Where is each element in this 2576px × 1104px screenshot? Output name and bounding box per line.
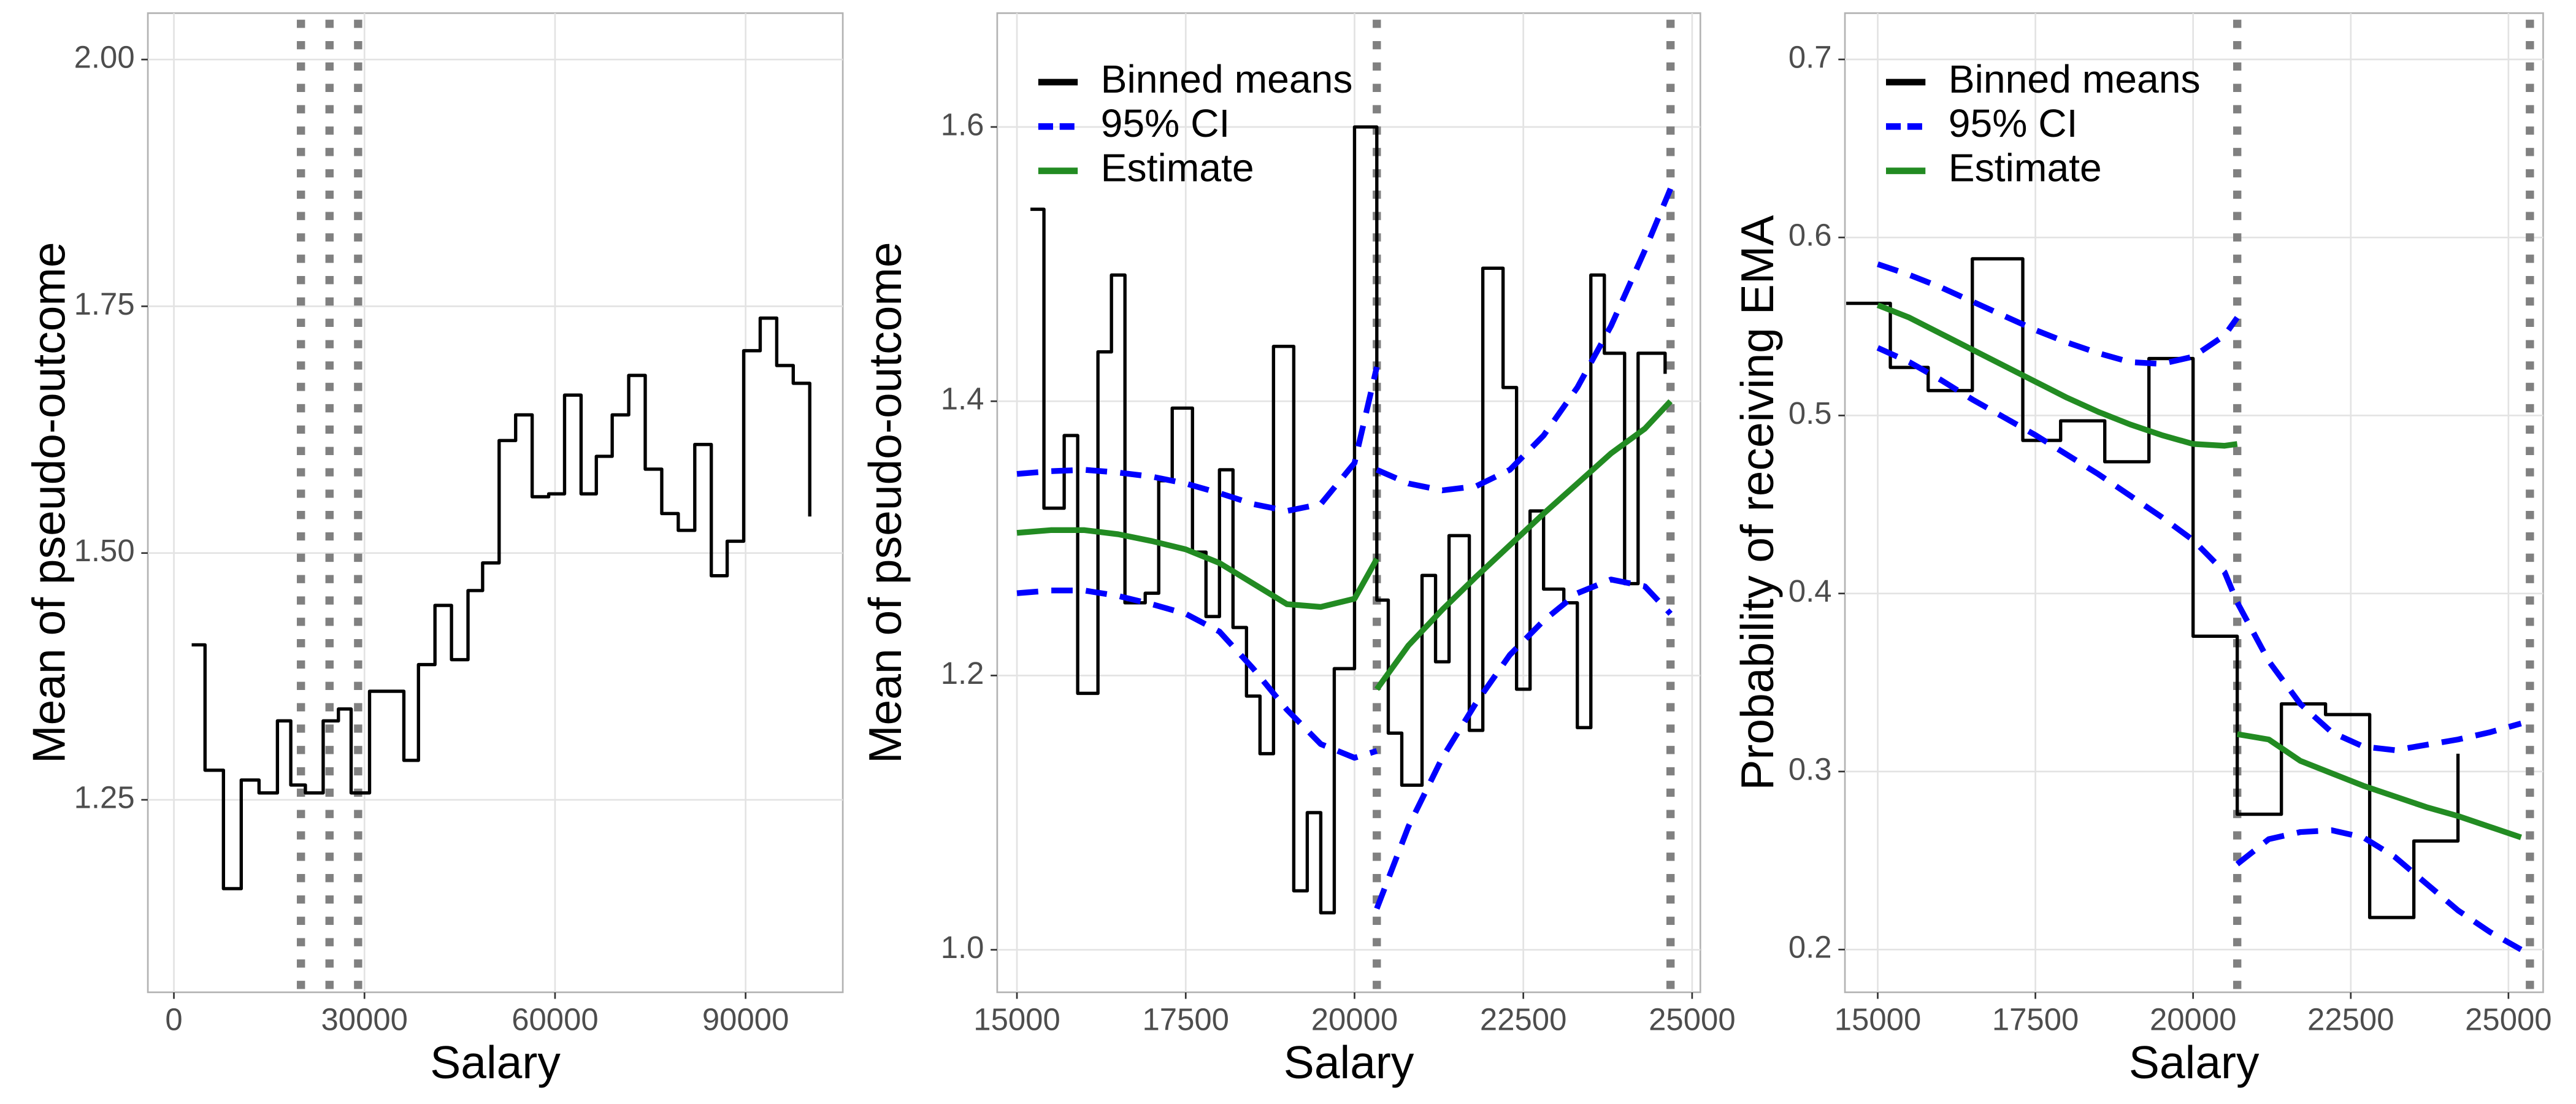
x-tick-label: 22500 xyxy=(2307,1002,2394,1037)
x-tick-label: 22500 xyxy=(1480,1002,1566,1037)
chart-panel: 1.25 1.50 1.75 2.00 0 30000 60000 90000 Salary Me… xyxy=(23,12,844,1088)
x-tick-label: 17500 xyxy=(1143,1002,1229,1037)
binned-means-line xyxy=(1846,257,2460,919)
y-tick-label: 1.75 xyxy=(74,286,135,321)
x-tick-label: 0 xyxy=(165,1002,182,1037)
ci-line xyxy=(2235,827,2523,953)
ci-line xyxy=(1016,588,1378,761)
x-tick-label: 20000 xyxy=(1311,1002,1398,1037)
y-axis-title: Mean of pseudo-outcome xyxy=(23,242,75,764)
x-tick-label: 30000 xyxy=(321,1002,407,1037)
x-tick-label: 25000 xyxy=(1649,1002,1735,1037)
y-tick-label: 0.3 xyxy=(1788,751,1832,786)
y-tick-label: 0.2 xyxy=(1788,930,1832,965)
chart-panel: 0.2 0.3 0.4 0.5 0.6 0.7 15000 17500 20000 22500 25… xyxy=(1731,12,2552,1088)
x-tick-label: 90000 xyxy=(702,1002,789,1037)
ci-line xyxy=(1876,345,2241,604)
legend-label: Estimate xyxy=(1949,146,2102,190)
estimate-line xyxy=(1016,527,1379,610)
ci-line xyxy=(1374,577,1673,910)
y-tick-label: 1.25 xyxy=(74,780,135,815)
y-tick-label: 1.2 xyxy=(941,656,984,691)
y-tick-label: 1.50 xyxy=(74,533,135,568)
plot-area xyxy=(996,12,1701,994)
y-tick-label: 2.00 xyxy=(74,40,135,75)
binned-means-line xyxy=(191,316,811,891)
x-tick-label: 20000 xyxy=(2150,1002,2236,1037)
x-axis-title: Salary xyxy=(2129,1037,2260,1088)
legend-label: Estimate xyxy=(1101,146,1254,190)
legend-label: Binned means xyxy=(1949,57,2201,101)
y-tick-label: 1.4 xyxy=(941,381,984,416)
y-tick-label: 0.6 xyxy=(1788,218,1832,253)
legend-label: Binned means xyxy=(1101,57,1353,101)
ci-line xyxy=(2234,600,2522,753)
ci-line xyxy=(1375,187,1673,494)
y-tick-label: 1.0 xyxy=(941,930,984,965)
x-tick-label: 60000 xyxy=(512,1002,598,1037)
binned-means-line xyxy=(1030,125,1667,914)
x-axis-title: Salary xyxy=(1284,1037,1414,1088)
y-tick-label: 0.7 xyxy=(1788,39,1832,74)
legend-label: 95% CI xyxy=(1949,101,2078,145)
estimate-line xyxy=(1876,302,2238,449)
x-tick-label: 15000 xyxy=(973,1002,1060,1037)
y-axis-title: Probability of receiving EMA xyxy=(1731,215,1783,791)
y-tick-label: 0.5 xyxy=(1788,396,1832,431)
y-tick-label: 1.6 xyxy=(941,107,984,142)
x-axis-title: Salary xyxy=(430,1037,561,1088)
estimate-line xyxy=(2236,731,2522,840)
x-tick-label: 15000 xyxy=(1834,1002,1921,1037)
x-tick-label: 17500 xyxy=(1992,1002,2079,1037)
x-tick-label: 25000 xyxy=(2465,1002,2551,1037)
y-axis-title: Mean of pseudo-outcome xyxy=(859,242,911,764)
y-tick-label: 0.4 xyxy=(1788,573,1832,608)
ci-line xyxy=(1016,366,1380,514)
estimate-line xyxy=(1374,399,1673,691)
plot-area xyxy=(147,12,844,994)
chart-panel: 1.0 1.2 1.4 1.6 15000 17500 20000 22500 25000 Bin… xyxy=(859,12,1736,1088)
legend-label: 95% CI xyxy=(1101,101,1230,145)
